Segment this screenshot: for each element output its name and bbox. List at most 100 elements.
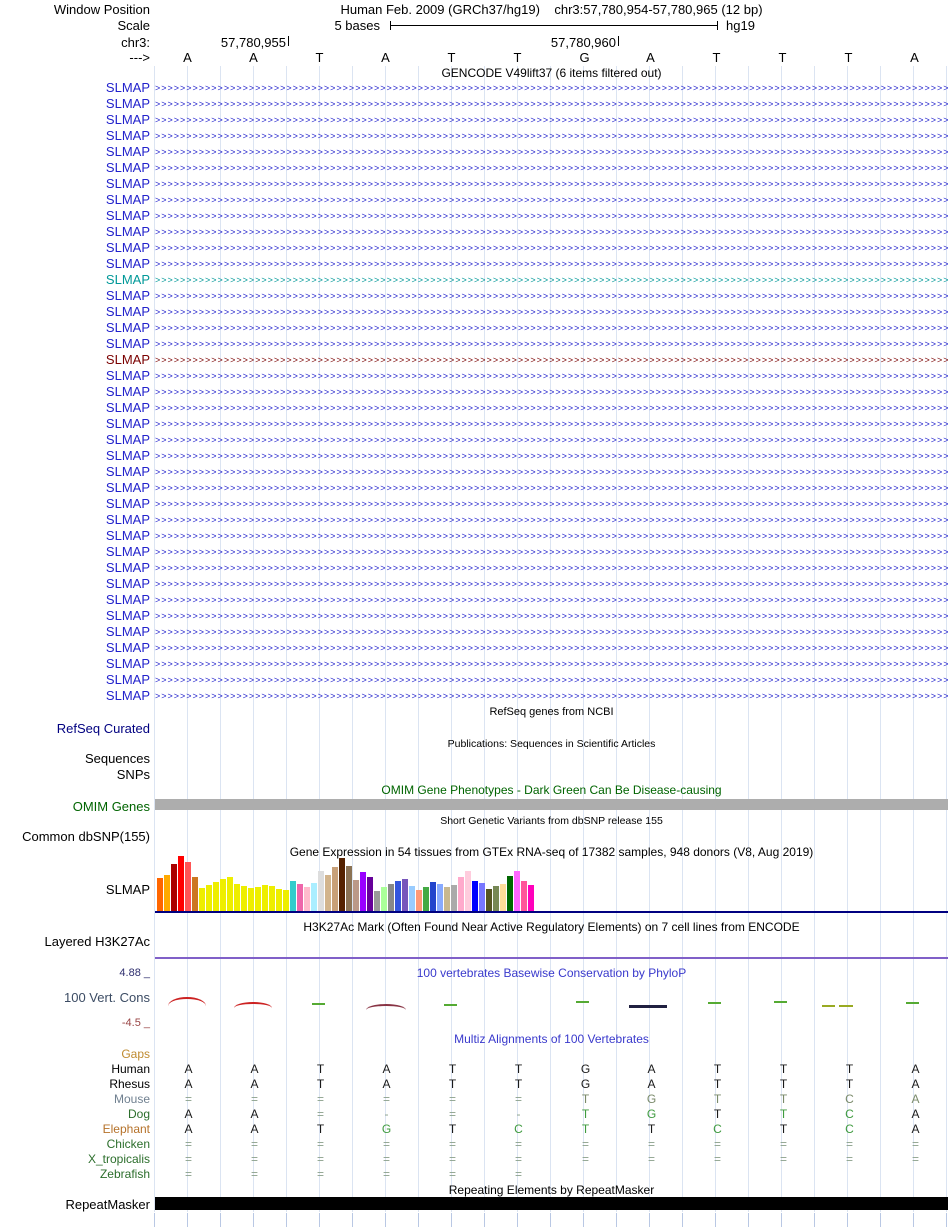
gtex-bar[interactable]	[360, 872, 366, 911]
species-label[interactable]: Human	[111, 1062, 150, 1076]
gtex-bar[interactable]	[269, 886, 275, 911]
phylop-track-label[interactable]: 100 Vert. Cons	[64, 990, 150, 1005]
gene-label[interactable]: SLMAP	[105, 352, 150, 367]
gene-arrow-line[interactable]: >>>>>>>>>>>>>>>>>>>>>>>>>>>>>>>>>>>>>>>>…	[155, 339, 948, 349]
gene-label[interactable]: SLMAP	[105, 288, 150, 303]
gtex-bar[interactable]	[325, 875, 331, 911]
gtex-bar[interactable]	[248, 888, 254, 911]
gtex-bar[interactable]	[353, 880, 359, 911]
gene-arrow-line[interactable]: >>>>>>>>>>>>>>>>>>>>>>>>>>>>>>>>>>>>>>>>…	[155, 499, 948, 509]
gene-label[interactable]: SLMAP	[105, 448, 150, 463]
snps-label[interactable]: SNPs	[116, 767, 150, 782]
gtex-bar[interactable]	[318, 871, 324, 911]
gtex-bar[interactable]	[409, 886, 415, 911]
gtex-bar[interactable]	[381, 887, 387, 911]
gene-label[interactable]: SLMAP	[105, 240, 150, 255]
gene-arrow-line[interactable]: >>>>>>>>>>>>>>>>>>>>>>>>>>>>>>>>>>>>>>>>…	[155, 419, 948, 429]
gene-arrow-line[interactable]: >>>>>>>>>>>>>>>>>>>>>>>>>>>>>>>>>>>>>>>>…	[155, 451, 948, 461]
gtex-bar[interactable]	[311, 883, 317, 911]
gene-arrow-line[interactable]: >>>>>>>>>>>>>>>>>>>>>>>>>>>>>>>>>>>>>>>>…	[155, 131, 948, 141]
gtex-bar[interactable]	[283, 890, 289, 911]
gene-arrow-line[interactable]: >>>>>>>>>>>>>>>>>>>>>>>>>>>>>>>>>>>>>>>>…	[155, 691, 948, 701]
gtex-bar[interactable]	[507, 876, 513, 911]
gtex-bar[interactable]	[297, 884, 303, 911]
gtex-bar[interactable]	[465, 871, 471, 911]
gene-label[interactable]: SLMAP	[105, 624, 150, 639]
gtex-bar[interactable]	[178, 856, 184, 911]
species-label[interactable]: X_tropicalis	[87, 1152, 150, 1166]
gtex-bar[interactable]	[500, 884, 506, 911]
gtex-bar[interactable]	[521, 881, 527, 911]
gene-label[interactable]: SLMAP	[105, 608, 150, 623]
gtex-bar[interactable]	[332, 867, 338, 911]
gene-label[interactable]: SLMAP	[105, 192, 150, 207]
gtex-bar[interactable]	[486, 889, 492, 911]
gene-label[interactable]: SLMAP	[105, 112, 150, 127]
gtex-bar[interactable]	[276, 889, 282, 911]
publications-track-title[interactable]: Publications: Sequences in Scientific Ar…	[447, 738, 656, 750]
gtex-bar[interactable]	[227, 877, 233, 911]
gene-arrow-line[interactable]: >>>>>>>>>>>>>>>>>>>>>>>>>>>>>>>>>>>>>>>>…	[155, 211, 948, 221]
gene-label[interactable]: SLMAP	[105, 544, 150, 559]
gtex-bar[interactable]	[528, 885, 534, 911]
gtex-bar[interactable]	[185, 862, 191, 911]
gtex-bar[interactable]	[458, 877, 464, 911]
gtex-bar[interactable]	[493, 886, 499, 911]
gtex-bar[interactable]	[220, 879, 226, 911]
gene-arrow-line[interactable]: >>>>>>>>>>>>>>>>>>>>>>>>>>>>>>>>>>>>>>>>…	[155, 83, 948, 93]
gtex-bar[interactable]	[402, 879, 408, 911]
gene-arrow-line[interactable]: >>>>>>>>>>>>>>>>>>>>>>>>>>>>>>>>>>>>>>>>…	[155, 515, 948, 525]
gene-arrow-line[interactable]: >>>>>>>>>>>>>>>>>>>>>>>>>>>>>>>>>>>>>>>>…	[155, 291, 948, 301]
h3k27ac-signal-line[interactable]	[155, 957, 948, 959]
gtex-bar[interactable]	[423, 887, 429, 911]
gtex-bar[interactable]	[395, 881, 401, 911]
repeatmasker-track-title[interactable]: Repeating Elements by RepeatMasker	[448, 1183, 655, 1197]
gene-label[interactable]: SLMAP	[105, 96, 150, 111]
gtex-bar[interactable]	[472, 881, 478, 911]
gene-arrow-line[interactable]: >>>>>>>>>>>>>>>>>>>>>>>>>>>>>>>>>>>>>>>>…	[155, 403, 948, 413]
gene-arrow-line[interactable]: >>>>>>>>>>>>>>>>>>>>>>>>>>>>>>>>>>>>>>>>…	[155, 579, 948, 589]
gene-arrow-line[interactable]: >>>>>>>>>>>>>>>>>>>>>>>>>>>>>>>>>>>>>>>>…	[155, 627, 948, 637]
species-label[interactable]: Elephant	[102, 1122, 150, 1136]
gtex-bar[interactable]	[290, 881, 296, 911]
gtex-bar[interactable]	[479, 883, 485, 911]
repeatmasker-element-bar[interactable]	[155, 1197, 948, 1210]
gene-label[interactable]: SLMAP	[105, 336, 150, 351]
omim-track-title[interactable]: OMIM Gene Phenotypes - Dark Green Can Be…	[381, 783, 722, 797]
gene-label[interactable]: SLMAP	[105, 256, 150, 271]
gene-label[interactable]: SLMAP	[105, 432, 150, 447]
gene-label[interactable]: SLMAP	[105, 464, 150, 479]
gene-arrow-line[interactable]: >>>>>>>>>>>>>>>>>>>>>>>>>>>>>>>>>>>>>>>>…	[155, 243, 948, 253]
gtex-bar[interactable]	[192, 877, 198, 911]
gene-arrow-line[interactable]: >>>>>>>>>>>>>>>>>>>>>>>>>>>>>>>>>>>>>>>>…	[155, 179, 948, 189]
gene-label[interactable]: SLMAP	[105, 128, 150, 143]
gene-arrow-line[interactable]: >>>>>>>>>>>>>>>>>>>>>>>>>>>>>>>>>>>>>>>>…	[155, 547, 948, 557]
gene-arrow-line[interactable]: >>>>>>>>>>>>>>>>>>>>>>>>>>>>>>>>>>>>>>>>…	[155, 115, 948, 125]
gene-arrow-line[interactable]: >>>>>>>>>>>>>>>>>>>>>>>>>>>>>>>>>>>>>>>>…	[155, 371, 948, 381]
gene-label[interactable]: SLMAP	[105, 80, 150, 95]
gene-label[interactable]: SLMAP	[105, 384, 150, 399]
gene-arrow-line[interactable]: >>>>>>>>>>>>>>>>>>>>>>>>>>>>>>>>>>>>>>>>…	[155, 147, 948, 157]
gene-arrow-line[interactable]: >>>>>>>>>>>>>>>>>>>>>>>>>>>>>>>>>>>>>>>>…	[155, 595, 948, 605]
gene-label[interactable]: SLMAP	[105, 592, 150, 607]
gene-arrow-line[interactable]: >>>>>>>>>>>>>>>>>>>>>>>>>>>>>>>>>>>>>>>>…	[155, 307, 948, 317]
h3k27ac-track-title[interactable]: H3K27Ac Mark (Often Found Near Active Re…	[303, 920, 800, 934]
gtex-bar[interactable]	[255, 887, 261, 911]
gtex-bar[interactable]	[339, 858, 345, 911]
species-label[interactable]: Gaps	[121, 1047, 150, 1061]
gene-label[interactable]: SLMAP	[105, 528, 150, 543]
gene-arrow-line[interactable]: >>>>>>>>>>>>>>>>>>>>>>>>>>>>>>>>>>>>>>>>…	[155, 99, 948, 109]
gene-arrow-line[interactable]: >>>>>>>>>>>>>>>>>>>>>>>>>>>>>>>>>>>>>>>>…	[155, 563, 948, 573]
gtex-bar[interactable]	[430, 882, 436, 911]
species-label[interactable]: Rhesus	[109, 1077, 150, 1091]
species-label[interactable]: Dog	[127, 1107, 150, 1121]
repeatmasker-label[interactable]: RepeatMasker	[65, 1197, 150, 1212]
sequences-label[interactable]: Sequences	[84, 751, 150, 766]
gene-arrow-line[interactable]: >>>>>>>>>>>>>>>>>>>>>>>>>>>>>>>>>>>>>>>>…	[155, 259, 948, 269]
gtex-bar[interactable]	[304, 887, 310, 911]
gtex-bar[interactable]	[157, 878, 163, 911]
gtex-bar[interactable]	[388, 884, 394, 911]
gtex-bar[interactable]	[213, 882, 219, 911]
gtex-gene-label[interactable]: SLMAP	[105, 882, 150, 897]
gene-label[interactable]: SLMAP	[105, 208, 150, 223]
